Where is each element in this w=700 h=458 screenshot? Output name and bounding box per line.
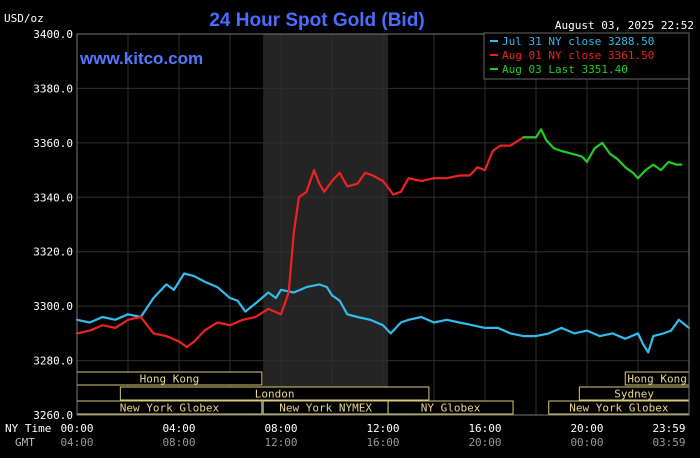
session-label: New York Globex <box>120 402 220 415</box>
x-tick-label-ny: 23:59 <box>652 422 685 435</box>
session-bar <box>119 386 430 401</box>
chart-timestamp: August 03, 2025 22:52 <box>555 19 694 32</box>
series-line-1 <box>75 136 538 349</box>
legend-entry: Aug 03 Last 3351.40 <box>502 63 628 76</box>
legend-entry: Aug 01 NY close 3361.50 <box>502 49 654 62</box>
x-tick-label-gmt: 00:00 <box>570 436 603 449</box>
y-tick-label: 3300.0 <box>33 300 73 313</box>
y-axis-label: USD/oz <box>4 12 44 25</box>
x-axis-ticks: 00:0004:0004:0008:0008:0012:0012:0016:00… <box>60 422 685 449</box>
ny-time-row-label: NY Time <box>5 422 51 435</box>
session-label: Hong Kong <box>140 373 200 386</box>
session-label: London <box>255 388 295 401</box>
session-label: New York Globex <box>569 402 669 415</box>
x-tick-label-gmt: 12:00 <box>264 436 297 449</box>
y-tick-label: 3280.0 <box>33 355 73 368</box>
session-label: NY Globex <box>421 402 481 415</box>
x-tick-label-gmt: 08:00 <box>162 436 195 449</box>
session-label: Hong Kong <box>627 373 687 386</box>
y-axis-ticks: 3260.0 3280.0 3300.0 3320.0 3340.0 3360.0 3380… <box>33 28 73 422</box>
nymex-session-highlight <box>263 34 389 415</box>
x-tick-label-ny: 20:00 <box>570 422 603 435</box>
chart-title: 24 Hour Spot Gold (Bid) <box>209 10 424 31</box>
x-tick-label-ny: 04:00 <box>162 422 195 435</box>
x-tick-label-gmt: 04:00 <box>60 436 93 449</box>
x-tick-label-gmt: 03:59 <box>652 436 685 449</box>
x-tick-label-ny: 12:00 <box>366 422 399 435</box>
kitco-watermark: www.kitco.com <box>79 49 203 68</box>
y-tick-label: 3380.0 <box>33 82 73 95</box>
series-line-0 <box>75 272 691 354</box>
y-tick-label: 3400.0 <box>33 28 73 41</box>
y-tick-label: 3260.0 <box>33 409 73 422</box>
x-tick-label-gmt: 16:00 <box>366 436 399 449</box>
session-label: New York NYMEX <box>279 402 372 415</box>
x-tick-label-gmt: 20:00 <box>468 436 501 449</box>
plot-frame <box>76 33 690 416</box>
x-tick-label-ny: 08:00 <box>264 422 297 435</box>
y-tick-label: 3360.0 <box>33 137 73 150</box>
x-tick-label-ny: 00:00 <box>60 422 93 435</box>
series-line-2 <box>522 128 683 180</box>
session-label: Sydney <box>614 388 654 401</box>
y-tick-label: 3340.0 <box>33 191 73 204</box>
series-layer <box>75 128 691 354</box>
legend-box <box>483 32 690 80</box>
y-tick-label: 3320.0 <box>33 246 73 259</box>
gmt-row-label: GMT <box>15 436 35 449</box>
legend-entry: Jul 31 NY close 3288.50 <box>502 35 654 48</box>
session-bar <box>387 400 514 415</box>
x-tick-label-ny: 16:00 <box>468 422 501 435</box>
